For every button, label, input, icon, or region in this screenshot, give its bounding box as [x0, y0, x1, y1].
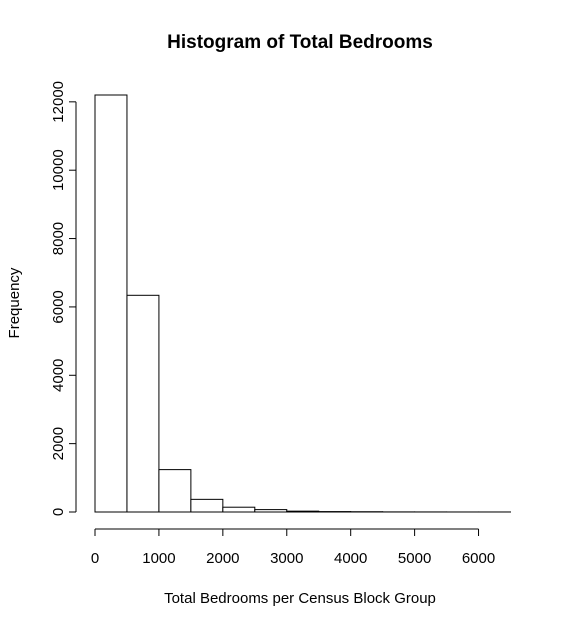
histogram-bar — [286, 510, 320, 513]
histogram-bar — [94, 94, 128, 513]
y-tick-label: 8000 — [50, 222, 67, 255]
x-axis-label: Total Bedrooms per Census Block Group — [164, 590, 436, 607]
y-tick-label: 2000 — [50, 427, 67, 460]
x-tick-label: 4000 — [334, 550, 367, 567]
y-tick-label: 12000 — [50, 81, 67, 123]
y-tick-label: 0 — [50, 508, 67, 516]
x-tick-label: 2000 — [206, 550, 239, 567]
y-tick-label: 4000 — [50, 359, 67, 392]
x-tick-label: 3000 — [270, 550, 303, 567]
x-axis: 0 1000 2000 3000 4000 5000 6000 — [91, 528, 495, 567]
histogram-bar — [158, 469, 192, 513]
chart-title: Histogram of Total Bedrooms — [167, 32, 433, 53]
y-axis: 0 2000 4000 6000 8000 10000 12000 — [50, 81, 77, 516]
x-tick-label: 1000 — [142, 550, 175, 567]
x-tick-label: 5000 — [398, 550, 431, 567]
histogram-bar — [222, 506, 256, 513]
histogram-bars — [94, 94, 512, 513]
y-tick-label: 6000 — [50, 290, 67, 323]
x-tick-label: 0 — [91, 550, 99, 567]
histogram-bar — [190, 498, 224, 513]
y-tick-label: 10000 — [50, 149, 67, 191]
histogram-bar — [254, 509, 288, 513]
x-tick-label: 6000 — [462, 550, 495, 567]
histogram-bar — [126, 294, 160, 513]
y-axis-label: Frequency — [6, 267, 23, 338]
